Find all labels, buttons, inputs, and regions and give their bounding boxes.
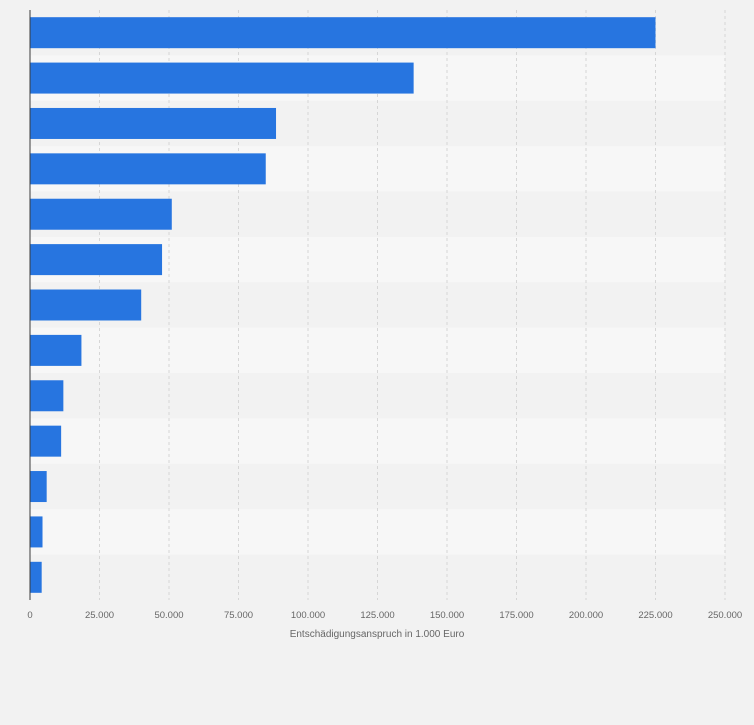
x-tick-label: 75.000	[224, 610, 253, 621]
x-tick-label: 150.000	[430, 610, 464, 621]
bar[interactable]	[30, 425, 62, 457]
bar[interactable]	[30, 471, 47, 503]
bar[interactable]	[30, 289, 142, 321]
bars	[30, 17, 656, 593]
bar[interactable]	[30, 516, 43, 548]
bar[interactable]	[30, 153, 266, 185]
x-tick-label: 100.000	[291, 610, 325, 621]
bar[interactable]	[30, 380, 64, 412]
x-tick-label: 250.000	[708, 610, 742, 621]
x-tick-label: 0	[27, 610, 32, 621]
bar[interactable]	[30, 62, 414, 94]
x-tick-labels: 0 25.000 50.000 75.000 100.000 125.000 150.000…	[27, 610, 742, 621]
x-tick-label: 175.000	[499, 610, 533, 621]
x-tick-label: 50.000	[154, 610, 183, 621]
bar[interactable]	[30, 107, 277, 139]
x-tick-label: 25.000	[85, 610, 114, 621]
bar[interactable]	[30, 198, 172, 230]
x-tick-label: 200.000	[569, 610, 603, 621]
bar[interactable]	[30, 561, 42, 593]
x-tick-label: 225.000	[638, 610, 672, 621]
x-axis-label: Entschädigungsanspruch in 1.000 Euro	[290, 629, 465, 640]
bar[interactable]	[30, 17, 656, 49]
bar[interactable]	[30, 334, 82, 366]
x-tick-label: 125.000	[360, 610, 394, 621]
bar[interactable]	[30, 244, 163, 276]
